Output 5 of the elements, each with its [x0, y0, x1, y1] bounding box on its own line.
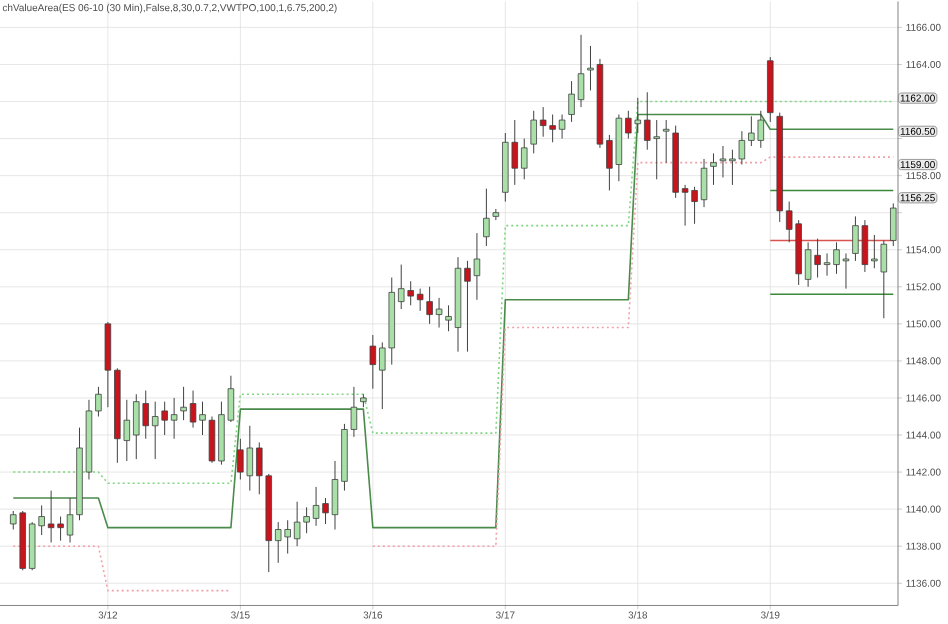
candlestick	[890, 202, 897, 247]
candlestick	[483, 188, 490, 247]
candlestick	[710, 152, 717, 186]
candlestick	[662, 119, 670, 164]
candlestick	[492, 208, 500, 221]
